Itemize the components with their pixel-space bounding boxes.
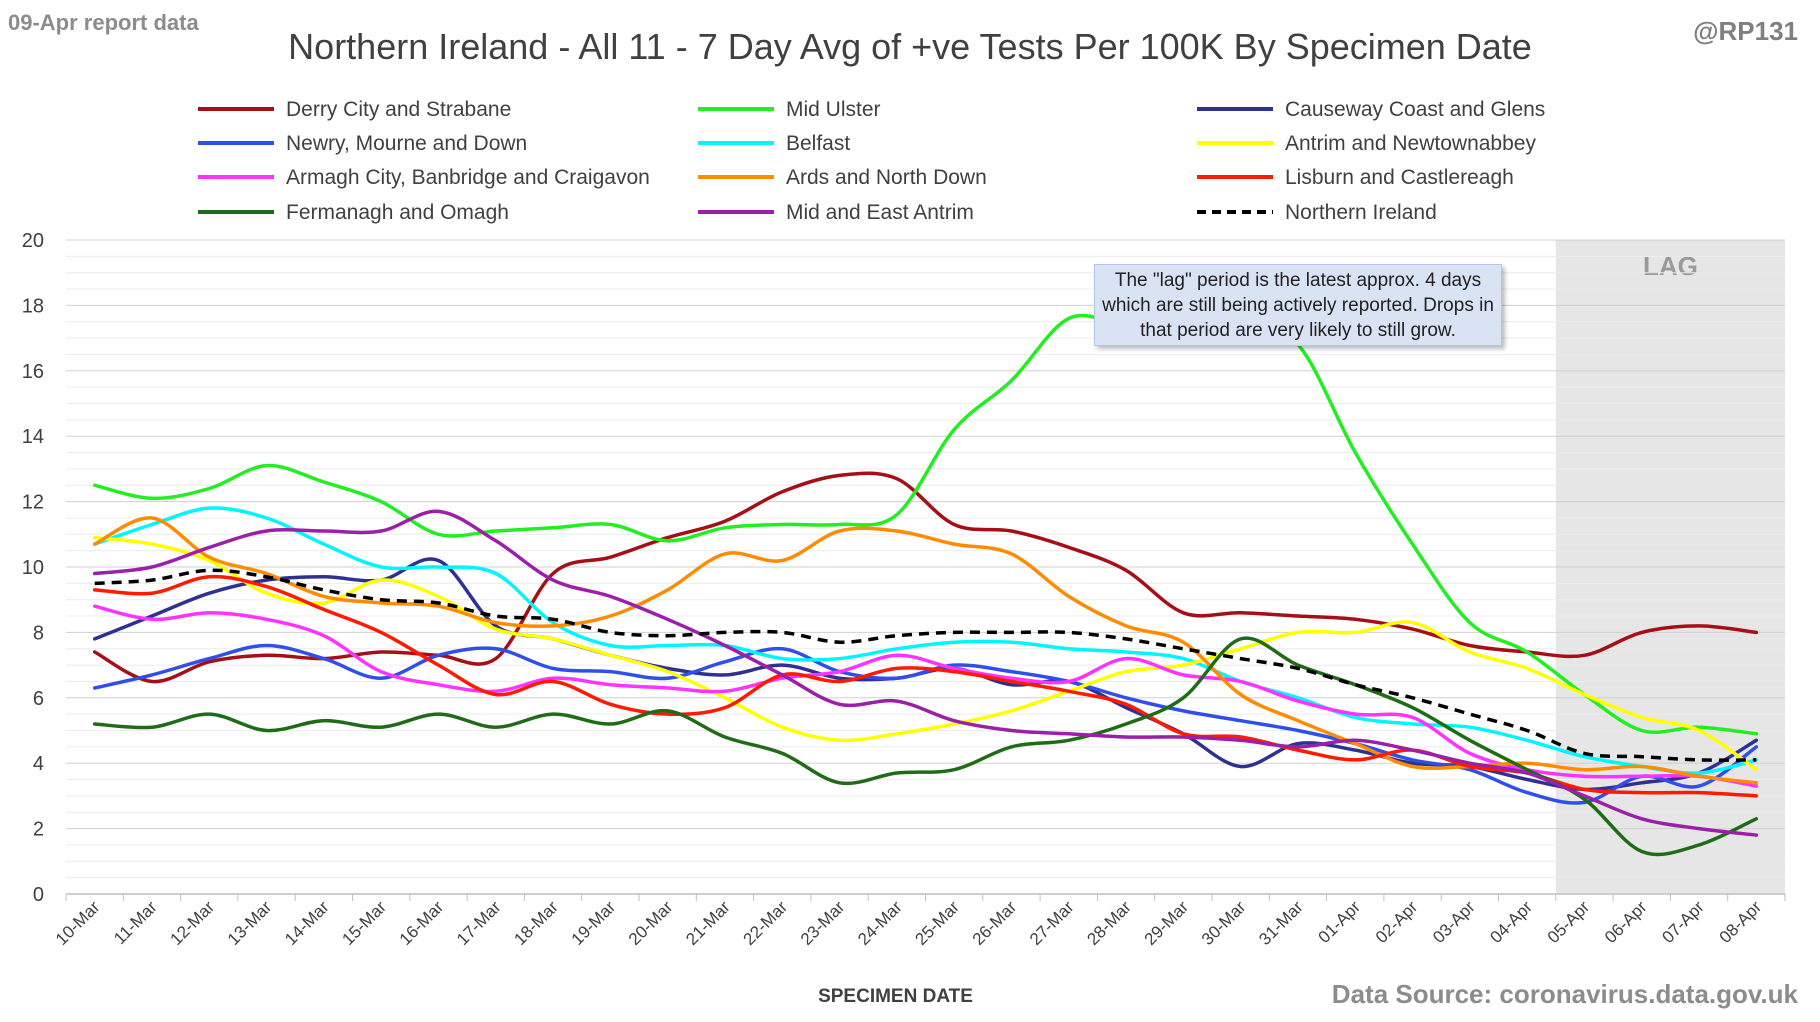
x-tick-label: 20-Mar [625,897,677,949]
x-tick-label: 12-Mar [167,897,219,949]
x-tick-label: 18-Mar [510,897,562,949]
y-tick-label: 20 [22,230,44,252]
series-line-armagh-city-banbridge-and-craigavon [92,604,1759,788]
x-tick-label: 24-Mar [854,897,906,949]
x-tick-label: 23-Mar [797,897,849,949]
report-date-label: 09-Apr report data [8,10,199,35]
legend-label-newry-mourne-and-down: Newry, Mourne and Down [286,132,527,155]
series-line-derry-city-and-strabane [92,471,1759,684]
legend-label-belfast: Belfast [786,132,850,155]
y-tick-label: 10 [22,557,44,579]
legend-label-ards-and-north-down: Ards and North Down [786,166,987,189]
y-tick-label: 14 [22,426,44,448]
x-tick-label: 13-Mar [224,897,276,949]
x-tick-label: 16-Mar [396,897,448,949]
legend-label-derry-city-and-strabane: Derry City and Strabane [286,98,511,121]
y-tick-label: 18 [22,295,44,317]
legend-label-northern-ireland: Northern Ireland [1285,201,1437,224]
lag-label: LAG [1643,251,1698,281]
series-line-lisburn-and-castlereagh [92,574,1759,798]
legend-label-lisburn-and-castlereagh: Lisburn and Castlereagh [1285,166,1514,189]
y-tick-label: 12 [22,492,44,514]
x-tick-label: 31-Mar [1255,897,1307,949]
x-tick-label: 04-Apr [1486,897,1536,947]
x-tick-label: 15-Mar [338,897,390,949]
x-tick-label: 17-Mar [453,897,505,949]
x-tick-label: 06-Apr [1601,897,1651,947]
series-line-northern-ireland [94,568,1757,762]
x-tick-label: 28-Mar [1083,897,1135,949]
x-tick-label: 14-Mar [281,897,333,949]
series-line-mid-ulster [92,313,1759,736]
x-tick-label: 25-Mar [911,897,963,949]
y-tick-label: 0 [33,884,44,906]
x-tick-label: 03-Apr [1429,897,1479,947]
x-tick-label: 27-Mar [1026,897,1078,949]
y-tick-label: 2 [33,819,44,841]
x-tick-label: 29-Mar [1141,897,1193,949]
series-line-mid-and-east-antrim [92,509,1759,837]
lag-annotation-note: The "lag" period is the latest approx. 4… [1094,264,1502,346]
x-tick-label: 21-Mar [682,897,734,949]
x-tick-label: 10-Mar [52,897,104,949]
series-line-antrim-and-newtownabbey [92,535,1759,772]
x-tick-label: 22-Mar [740,897,792,949]
x-tick-label: 02-Apr [1372,897,1422,947]
series-line-belfast [92,506,1759,775]
series-line-fermanagh-and-omagh [92,636,1759,857]
legend-label-causeway-coast-and-glens: Causeway Coast and Glens [1285,98,1545,121]
y-tick-label: 16 [22,361,44,383]
x-tick-label: 01-Apr [1315,897,1365,947]
legend-label-fermanagh-and-omagh: Fermanagh and Omagh [286,201,509,224]
x-tick-label: 26-Mar [969,897,1021,949]
x-tick-label: 30-Mar [1198,897,1250,949]
author-handle: @RP131 [1693,16,1798,46]
x-tick-label: 05-Apr [1544,897,1594,947]
x-axis-title: SPECIMEN DATE [818,986,973,1007]
legend-label-mid-and-east-antrim: Mid and East Antrim [786,201,974,224]
legend-label-armagh-city-banbridge-and-craigavon: Armagh City, Banbridge and Craigavon [286,166,650,189]
x-tick-label: 08-Apr [1716,897,1766,947]
series-line-causeway-coast-and-glens [92,557,1759,792]
legend-label-antrim-and-newtownabbey: Antrim and Newtownabbey [1285,132,1536,155]
y-tick-label: 8 [33,622,44,644]
x-tick-label: 11-Mar [110,897,161,948]
data-source-label: Data Source: coronavirus.data.gov.uk [1331,979,1798,1009]
y-tick-label: 4 [33,753,44,775]
chart-title: Northern Ireland - All 11 - 7 Day Avg of… [288,26,1532,67]
x-tick-label: 07-Apr [1658,897,1708,947]
y-tick-label: 6 [33,688,44,710]
x-tick-label: 19-Mar [568,897,620,949]
legend-label-mid-ulster: Mid Ulster [786,98,881,121]
